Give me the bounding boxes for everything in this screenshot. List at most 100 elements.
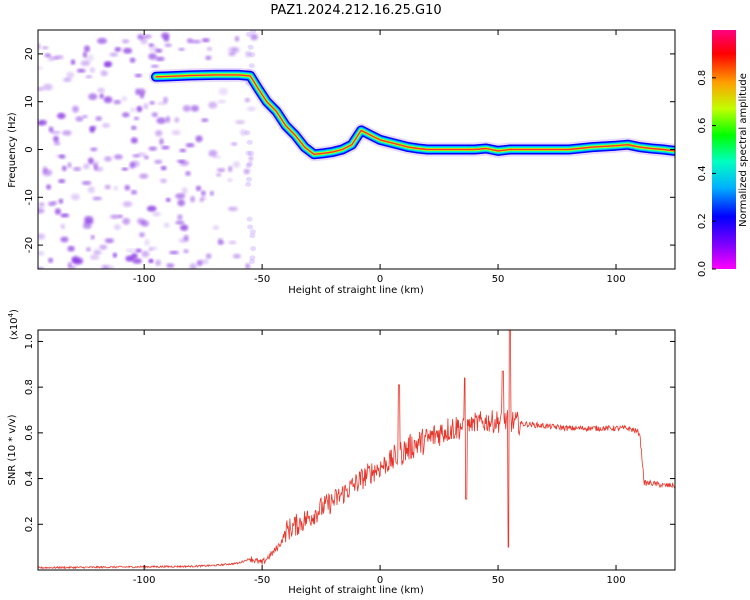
noise-blob	[104, 238, 114, 244]
noise-blob	[164, 43, 172, 47]
noise-blob	[48, 201, 56, 207]
noise-blob	[246, 139, 253, 145]
noise-blob	[80, 60, 91, 66]
noise-blob	[245, 150, 252, 156]
noise-blob	[231, 142, 238, 146]
noise-blob	[126, 248, 136, 253]
noise-blob	[160, 166, 167, 171]
noise-blob	[180, 224, 189, 231]
noise-blob	[104, 156, 112, 162]
noise-blob	[114, 154, 123, 160]
noise-blob	[110, 214, 120, 219]
noise-blob	[66, 71, 75, 79]
noise-blob	[227, 47, 238, 54]
noise-blob	[244, 97, 250, 103]
noise-blob	[60, 213, 70, 218]
colorbar-tick-label: 0.8	[697, 70, 708, 86]
noise-blob	[97, 87, 105, 93]
noise-blob	[124, 184, 131, 191]
noise-blob	[76, 68, 86, 73]
noise-blob	[235, 120, 245, 125]
noise-blob	[104, 184, 111, 190]
noise-blob	[179, 148, 187, 153]
noise-blob	[48, 126, 54, 133]
noise-blob	[250, 33, 258, 41]
noise-blob	[153, 246, 158, 250]
noise-blob	[82, 51, 87, 58]
noise-blob	[99, 244, 108, 250]
noise-blob	[113, 185, 119, 191]
noise-blob	[154, 159, 163, 164]
noise-blob	[38, 43, 41, 50]
noise-blob	[143, 103, 149, 110]
bottom-y-axis-label: SNR (10 * v/v)	[7, 414, 18, 485]
noise-blob	[166, 263, 175, 268]
noise-blob	[152, 212, 161, 217]
x-tick-label: 50	[492, 274, 505, 285]
noise-blob	[148, 53, 157, 60]
noise-blob	[104, 62, 112, 68]
noise-blob	[46, 184, 52, 190]
noise-blob	[177, 214, 183, 221]
colorbar-tick-label: 0.4	[697, 165, 708, 181]
noise-blob	[155, 48, 163, 53]
colorbar-tick-label: 0.6	[697, 118, 708, 134]
noise-blob	[93, 163, 98, 171]
noise-blob	[228, 52, 236, 56]
noise-blob	[137, 88, 146, 96]
noise-blob	[201, 118, 209, 123]
chart-title: PAZ1.2024.212.16.25.G10	[270, 3, 441, 18]
noise-blob	[232, 253, 241, 259]
noise-blob	[57, 112, 66, 119]
noise-blob	[75, 116, 84, 122]
noise-blob	[228, 165, 233, 173]
noise-blob	[122, 39, 130, 44]
noise-blob	[122, 112, 130, 118]
noise-blob	[201, 259, 209, 265]
noise-blob	[208, 101, 218, 109]
noise-blob	[218, 88, 228, 95]
noise-blob	[217, 168, 226, 173]
noise-blob	[178, 47, 185, 51]
noise-blob	[51, 130, 61, 135]
noise-blob	[58, 179, 66, 184]
noise-blob	[248, 150, 255, 156]
noise-blob	[62, 130, 72, 136]
noise-blob	[150, 64, 159, 68]
y-tick-label: 0.2	[24, 516, 35, 532]
noise-blob	[149, 101, 155, 105]
noise-blob	[146, 205, 157, 212]
noise-blob	[190, 196, 196, 203]
noise-blob	[195, 135, 203, 143]
noise-blob	[122, 201, 133, 208]
y-tick-label: 20	[24, 48, 35, 61]
colorbar-tick-label: 0.0	[697, 261, 708, 277]
noise-blob	[183, 249, 189, 254]
noise-blob	[58, 198, 64, 204]
noise-blob	[90, 235, 95, 240]
noise-blob	[174, 117, 180, 123]
noise-blob	[160, 178, 167, 184]
noise-blob	[177, 199, 185, 207]
noise-blob	[135, 88, 140, 96]
noise-blob	[246, 176, 252, 182]
noise-blob	[67, 162, 72, 168]
noise-blob	[181, 187, 188, 195]
x-tick-label: 0	[377, 274, 383, 285]
x-tick-label: 100	[606, 274, 625, 285]
noise-blob	[245, 163, 252, 168]
noise-blob	[212, 225, 219, 230]
y-tick-label: 0.8	[24, 379, 35, 395]
noise-blob	[114, 47, 122, 52]
noise-blob	[227, 178, 233, 182]
noise-blob	[90, 254, 100, 260]
noise-blob	[245, 31, 252, 37]
noise-blob	[165, 197, 171, 202]
noise-blob	[208, 149, 218, 157]
noise-blob	[143, 34, 152, 39]
colorbar-gradient	[712, 30, 736, 269]
snr-series-line	[38, 330, 675, 570]
noise-blob	[249, 52, 256, 58]
noise-blob	[90, 147, 98, 152]
